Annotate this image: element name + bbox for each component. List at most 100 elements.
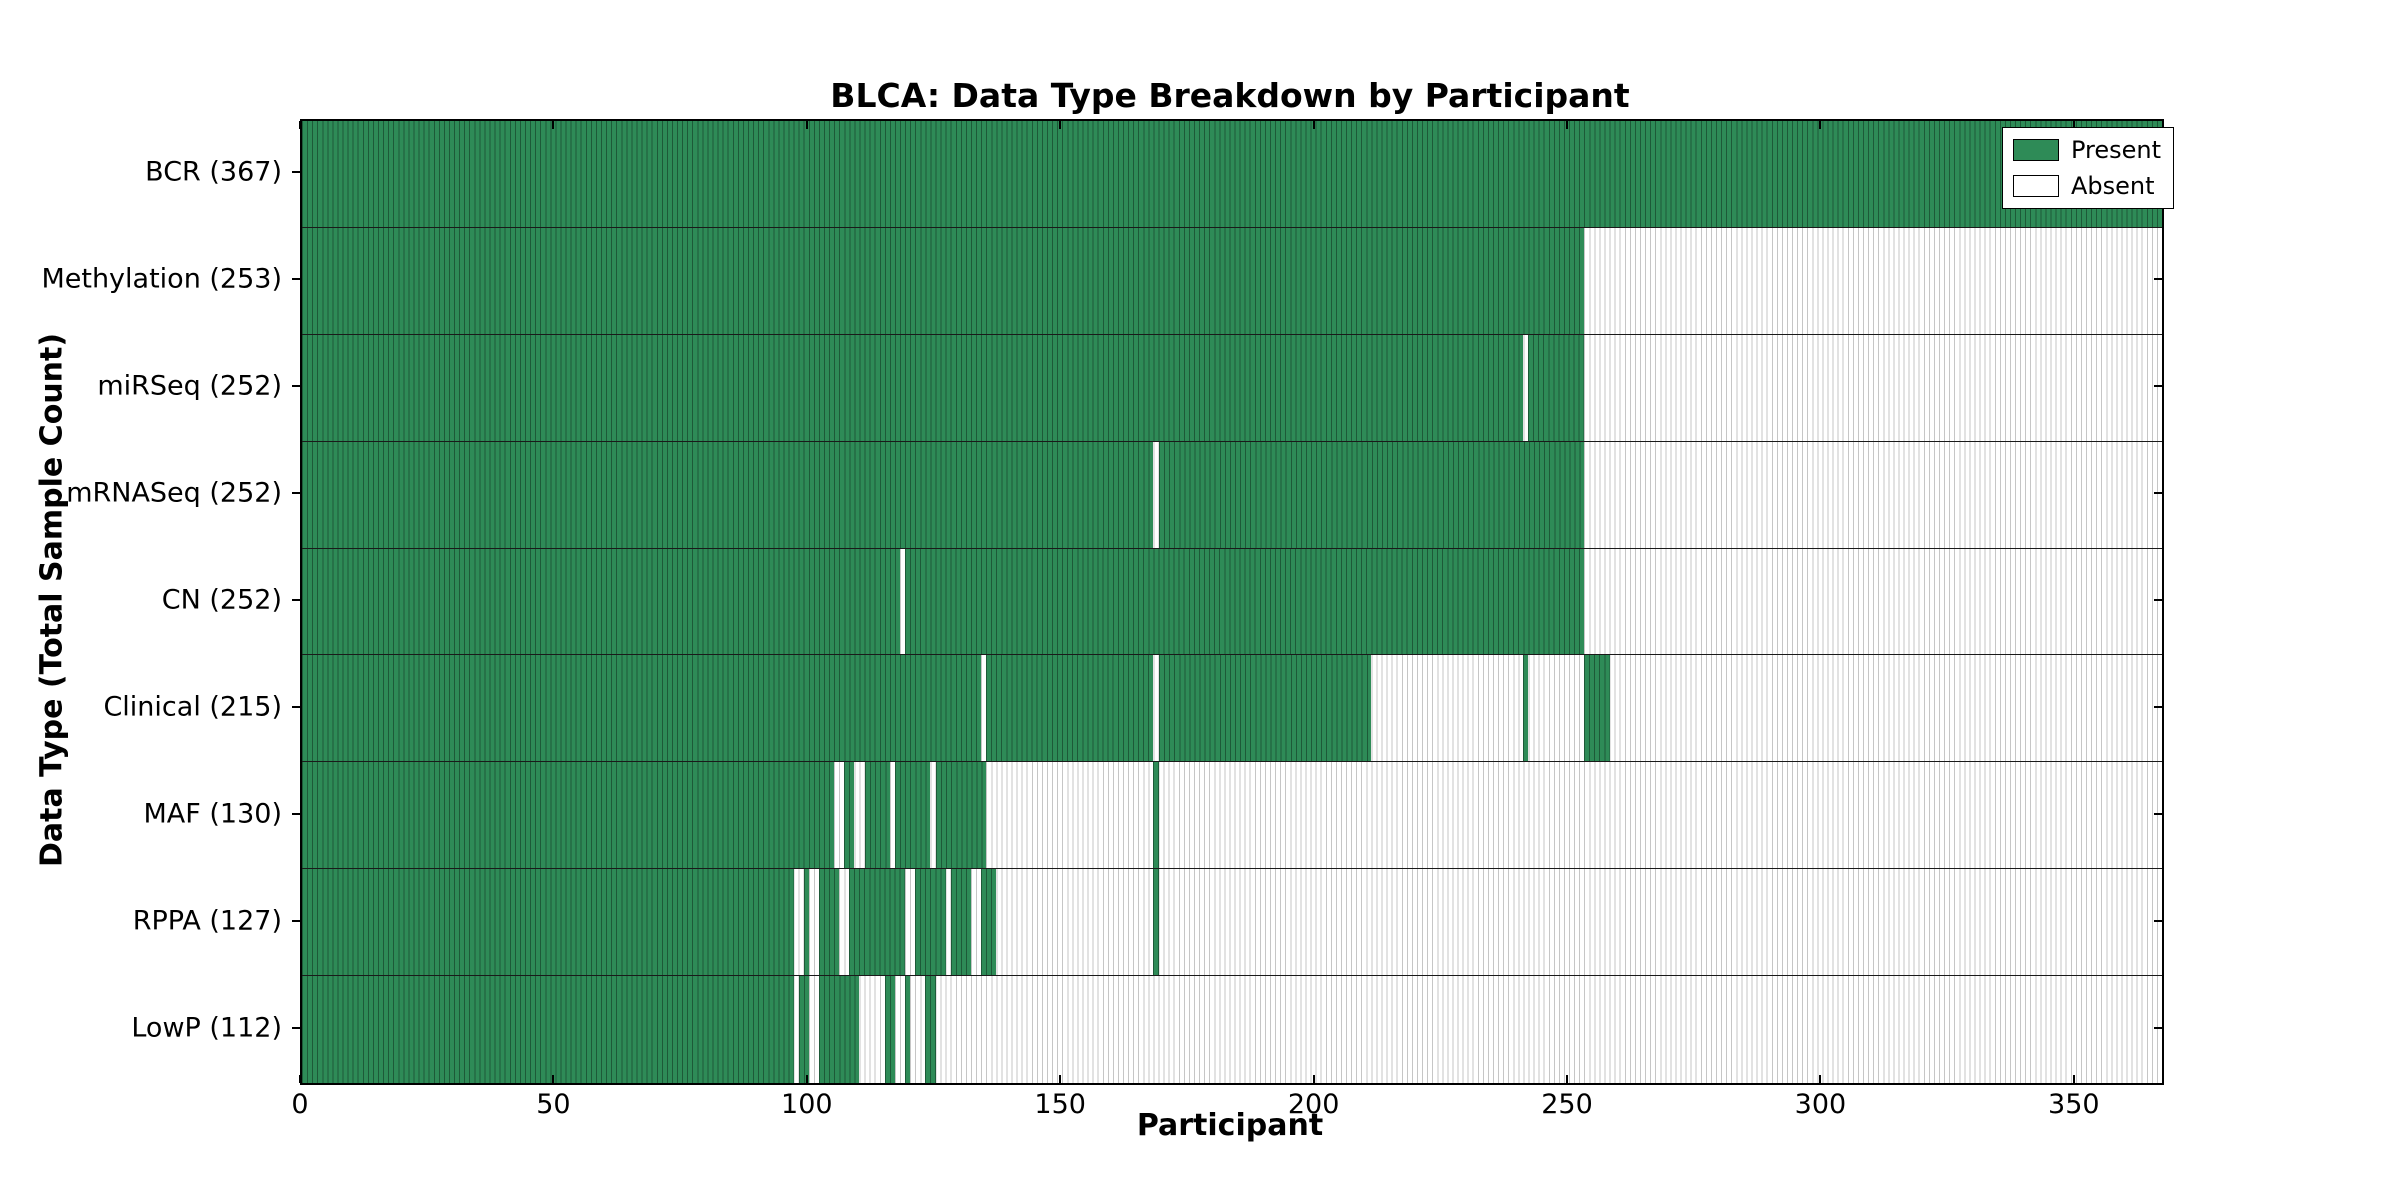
present-segment (302, 334, 1524, 441)
y-tick-mark-left (292, 599, 300, 601)
present-segment (884, 976, 895, 1083)
y-tick-label: RPPA (127) (132, 905, 282, 937)
x-tick-label: 50 (536, 1089, 571, 1120)
y-tick-mark-left (292, 171, 300, 174)
present-segment (894, 762, 931, 869)
present-segment (803, 869, 809, 976)
x-tick-mark-top (1059, 121, 1062, 129)
present-segment (981, 869, 997, 976)
present-segment (1158, 655, 1372, 762)
present-segment (844, 762, 855, 869)
x-tick-mark-top (2072, 121, 2075, 129)
row-RPPA (302, 869, 2162, 977)
present-segment (1153, 762, 1159, 869)
present-segment (915, 869, 946, 976)
x-tick-mark-bottom (2072, 1075, 2075, 1083)
x-tick-label: 250 (1541, 1089, 1593, 1120)
legend-label-absent: Absent (2071, 172, 2155, 200)
present-segment (950, 869, 971, 976)
y-tick-label: MAF (130) (143, 798, 282, 830)
y-tick-mark-right (2154, 599, 2162, 601)
y-tick-mark-left (292, 919, 300, 922)
y-tick-mark-right (2154, 705, 2162, 708)
y-tick-mark-right (2154, 919, 2162, 922)
present-segment (302, 976, 794, 1083)
row-Methylation (302, 227, 2162, 335)
present-segment (302, 441, 1154, 548)
present-segment (849, 869, 906, 976)
present-segment (935, 762, 987, 869)
legend: Present Absent (2002, 127, 2175, 209)
row-CN (302, 548, 2162, 656)
x-tick-mark-bottom (805, 1075, 808, 1083)
chart-title: BLCA: Data Type Breakdown by Participant (830, 76, 1630, 115)
x-tick-label: 300 (1794, 1089, 1847, 1120)
x-tick-mark-bottom (1819, 1075, 1822, 1083)
y-tick-label: miRSeq (252) (97, 370, 282, 402)
present-segment (1528, 334, 1585, 441)
y-tick-mark-right (2154, 492, 2162, 495)
x-tick-mark-bottom (1059, 1075, 1062, 1083)
y-tick-label: Methylation (253) (41, 263, 282, 295)
x-tick-label: 100 (781, 1089, 833, 1120)
present-swatch-icon (2013, 139, 2059, 161)
y-tick-mark-left (292, 492, 300, 495)
row-MAF (302, 762, 2162, 870)
x-axis-label: Participant (1136, 1108, 1324, 1143)
legend-entry-present: Present (2013, 136, 2161, 164)
x-tick-mark-top (1566, 121, 1569, 129)
row-LowP (302, 976, 2162, 1083)
y-tick-label: LowP (112) (131, 1012, 282, 1044)
y-tick-mark-right (2154, 1026, 2162, 1029)
present-segment (986, 655, 1154, 762)
present-segment (302, 227, 1585, 334)
present-segment (905, 548, 1585, 655)
present-segment (302, 121, 2162, 227)
x-tick-mark-top (552, 121, 555, 129)
present-segment (302, 869, 794, 976)
present-segment (302, 762, 835, 869)
absent-swatch-icon (2013, 175, 2059, 197)
present-segment (1523, 655, 1529, 762)
present-segment (302, 655, 982, 762)
x-tick-mark-top (299, 121, 301, 129)
x-tick-mark-top (1819, 121, 1822, 129)
present-segment (818, 976, 860, 1083)
y-tick-mark-right (2154, 385, 2162, 388)
x-tick-label: 150 (1034, 1089, 1086, 1120)
row-Clinical (302, 655, 2162, 763)
present-segment (818, 869, 840, 976)
row-BCR (302, 121, 2162, 228)
x-tick-mark-bottom (299, 1075, 301, 1083)
x-tick-mark-bottom (1312, 1075, 1315, 1083)
x-tick-mark-top (1312, 121, 1315, 129)
present-segment (1153, 869, 1159, 976)
x-tick-mark-top (805, 121, 808, 129)
y-tick-mark-left (292, 812, 300, 815)
present-segment (302, 548, 901, 655)
present-segment (925, 976, 936, 1083)
y-tick-label: CN (252) (161, 584, 282, 616)
legend-entry-absent: Absent (2013, 172, 2161, 200)
y-tick-mark-left (292, 278, 300, 281)
y-tick-mark-left (292, 705, 300, 708)
y-tick-mark-left (292, 385, 300, 388)
present-segment (864, 762, 890, 869)
y-tick-label: mRNASeq (252) (66, 477, 282, 509)
x-tick-label: 200 (1287, 1089, 1340, 1120)
legend-label-present: Present (2071, 136, 2162, 164)
y-tick-label: Clinical (215) (103, 691, 282, 723)
y-tick-mark-left (292, 1026, 300, 1029)
plot-area (300, 119, 2164, 1085)
row-mRNASeq (302, 441, 2162, 549)
x-tick-label: 0 (291, 1089, 309, 1120)
y-tick-mark-right (2154, 278, 2162, 281)
present-segment (1158, 441, 1585, 548)
x-tick-mark-bottom (1566, 1075, 1569, 1083)
present-segment (798, 976, 809, 1083)
y-tick-label: BCR (367) (145, 156, 282, 188)
row-miRSeq (302, 334, 2162, 442)
present-segment (905, 976, 911, 1083)
x-tick-label: 350 (2048, 1089, 2100, 1120)
